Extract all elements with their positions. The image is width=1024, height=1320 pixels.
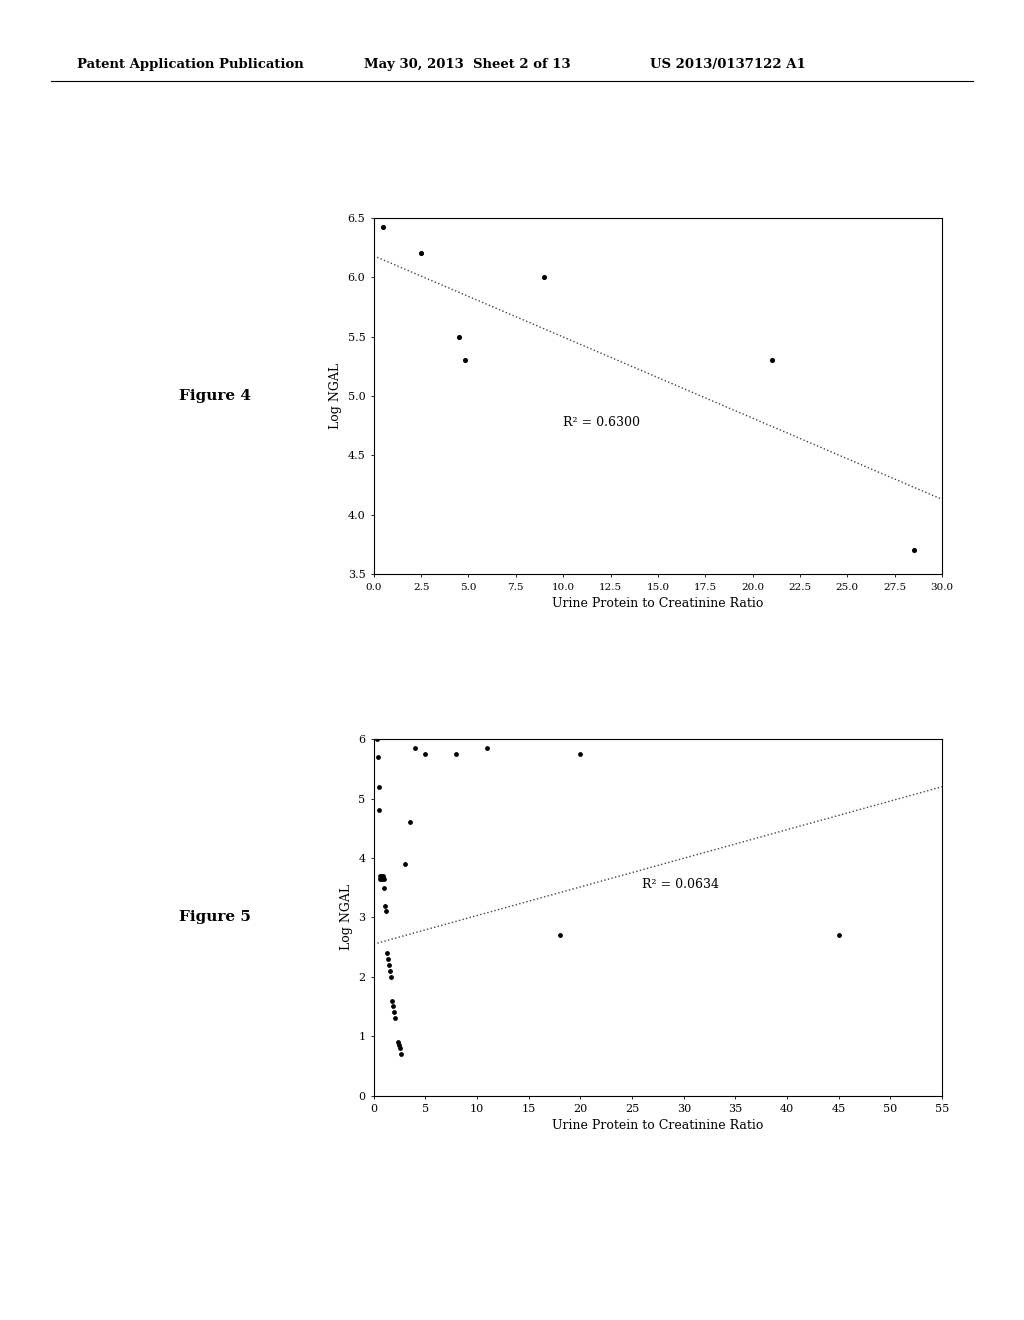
Point: [379, 942, 395, 964]
Point: [479, 738, 496, 759]
Y-axis label: Log NGAL: Log NGAL: [329, 363, 342, 429]
Text: R² = 0.6300: R² = 0.6300: [563, 416, 640, 429]
Point: [387, 1008, 403, 1030]
Point: [396, 853, 413, 874]
Point: [381, 954, 397, 975]
Point: [376, 869, 392, 890]
Point: [375, 866, 391, 887]
Point: [382, 961, 398, 982]
Point: [380, 948, 396, 969]
Point: [374, 869, 390, 890]
Text: May 30, 2013  Sheet 2 of 13: May 30, 2013 Sheet 2 of 13: [364, 58, 570, 71]
Point: [390, 1035, 407, 1056]
Point: [449, 743, 465, 764]
Point: [391, 1038, 408, 1059]
Point: [572, 743, 589, 764]
Point: [413, 243, 429, 264]
Point: [392, 1043, 409, 1064]
Point: [451, 326, 467, 347]
Point: [764, 350, 780, 371]
Point: [383, 966, 399, 987]
Point: [372, 866, 388, 887]
X-axis label: Urine Protein to Creatinine Ratio: Urine Protein to Creatinine Ratio: [552, 1119, 764, 1133]
Point: [457, 350, 473, 371]
Point: [537, 267, 553, 288]
X-axis label: Urine Protein to Creatinine Ratio: Urine Protein to Creatinine Ratio: [552, 597, 764, 610]
Y-axis label: Log NGAL: Log NGAL: [340, 884, 352, 950]
Point: [905, 540, 922, 561]
Point: [552, 924, 568, 945]
Point: [371, 800, 387, 821]
Point: [830, 924, 847, 945]
Point: [376, 876, 392, 898]
Point: [386, 1002, 402, 1023]
Point: [407, 738, 423, 759]
Point: [401, 812, 418, 833]
Text: Figure 5: Figure 5: [179, 911, 251, 924]
Text: Figure 4: Figure 4: [179, 389, 251, 403]
Point: [417, 743, 433, 764]
Point: [375, 216, 391, 238]
Point: [369, 729, 385, 750]
Text: US 2013/0137122 A1: US 2013/0137122 A1: [650, 58, 806, 71]
Point: [372, 869, 388, 890]
Point: [385, 995, 401, 1016]
Text: Patent Application Publication: Patent Application Publication: [77, 58, 303, 71]
Point: [384, 990, 400, 1011]
Point: [377, 895, 393, 916]
Point: [389, 1032, 406, 1053]
Point: [370, 746, 386, 767]
Point: [371, 776, 387, 797]
Point: [373, 866, 389, 887]
Text: R² = 0.0634: R² = 0.0634: [642, 878, 720, 891]
Point: [378, 900, 394, 921]
